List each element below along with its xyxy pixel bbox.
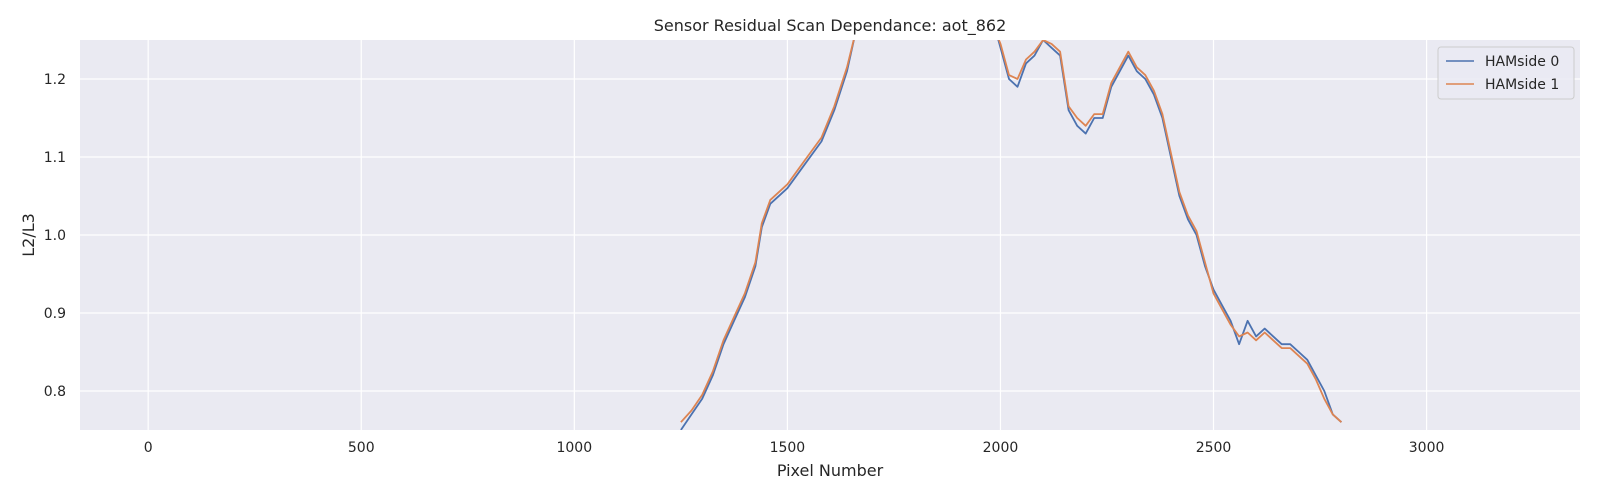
y-tick-label: 0.9 <box>44 306 66 322</box>
chart-title: Sensor Residual Scan Dependance: aot_862 <box>654 16 1007 36</box>
tick-labels: 0 500 1000 1500 2000 2500 3000 0.8 0.9 1.0 1.1 1.2 <box>44 72 1445 456</box>
y-tick-label: 0.8 <box>44 384 66 400</box>
x-tick-label: 3000 <box>1409 440 1445 456</box>
y-tick-label: 1.1 <box>44 150 66 166</box>
legend-label-hamside-0: HAMside 0 <box>1485 54 1559 70</box>
x-axis-label: Pixel Number <box>777 461 884 480</box>
x-tick-label: 2500 <box>1196 440 1232 456</box>
y-tick-label: 1.2 <box>44 72 66 88</box>
y-tick-label: 1.0 <box>44 228 66 244</box>
series-line-hamside-1 <box>680 40 1343 423</box>
legend: HAMside 0 HAMside 1 <box>1437 46 1575 100</box>
x-tick-label: 1500 <box>770 440 806 456</box>
series-layer <box>680 40 1343 430</box>
y-axis-label: L2/L3 <box>19 213 38 257</box>
x-tick-label: 0 <box>144 440 153 456</box>
legend-label-hamside-1: HAMside 1 <box>1485 77 1559 93</box>
x-tick-label: 500 <box>348 440 375 456</box>
x-tick-label: 1000 <box>556 440 592 456</box>
grid <box>80 40 1580 430</box>
series-line-hamside-0 <box>680 40 1343 430</box>
legend-box <box>1437 46 1575 100</box>
x-tick-label: 2000 <box>983 440 1019 456</box>
